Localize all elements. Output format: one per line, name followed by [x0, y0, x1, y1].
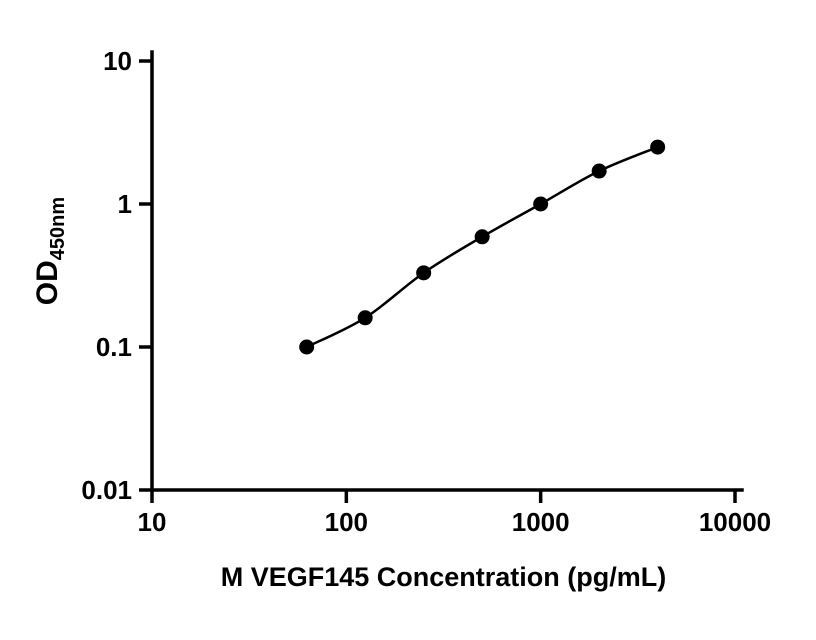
y-tick-label: 0.01	[81, 475, 132, 505]
data-point	[533, 196, 549, 212]
y-axis-title-subscript: 450nm	[47, 196, 69, 261]
y-axis-title-main: OD	[31, 260, 64, 306]
x-tick-label: 100	[325, 507, 368, 537]
y-tick-label: 10	[103, 46, 132, 76]
y-tick-label: 0.1	[96, 332, 132, 362]
data-point	[650, 139, 666, 155]
data-point	[474, 229, 490, 245]
data-point	[416, 265, 432, 281]
x-tick-label: 10000	[699, 507, 771, 537]
y-axis-title: OD450nm	[25, 101, 71, 401]
data-point	[591, 163, 607, 179]
x-tick-label: 10	[138, 507, 167, 537]
data-point	[357, 310, 373, 326]
data-point	[299, 339, 315, 355]
y-tick-label: 1	[118, 189, 132, 219]
x-tick-label: 1000	[512, 507, 570, 537]
x-axis-title: M VEGF145 Concentration (pg/mL)	[220, 562, 667, 592]
